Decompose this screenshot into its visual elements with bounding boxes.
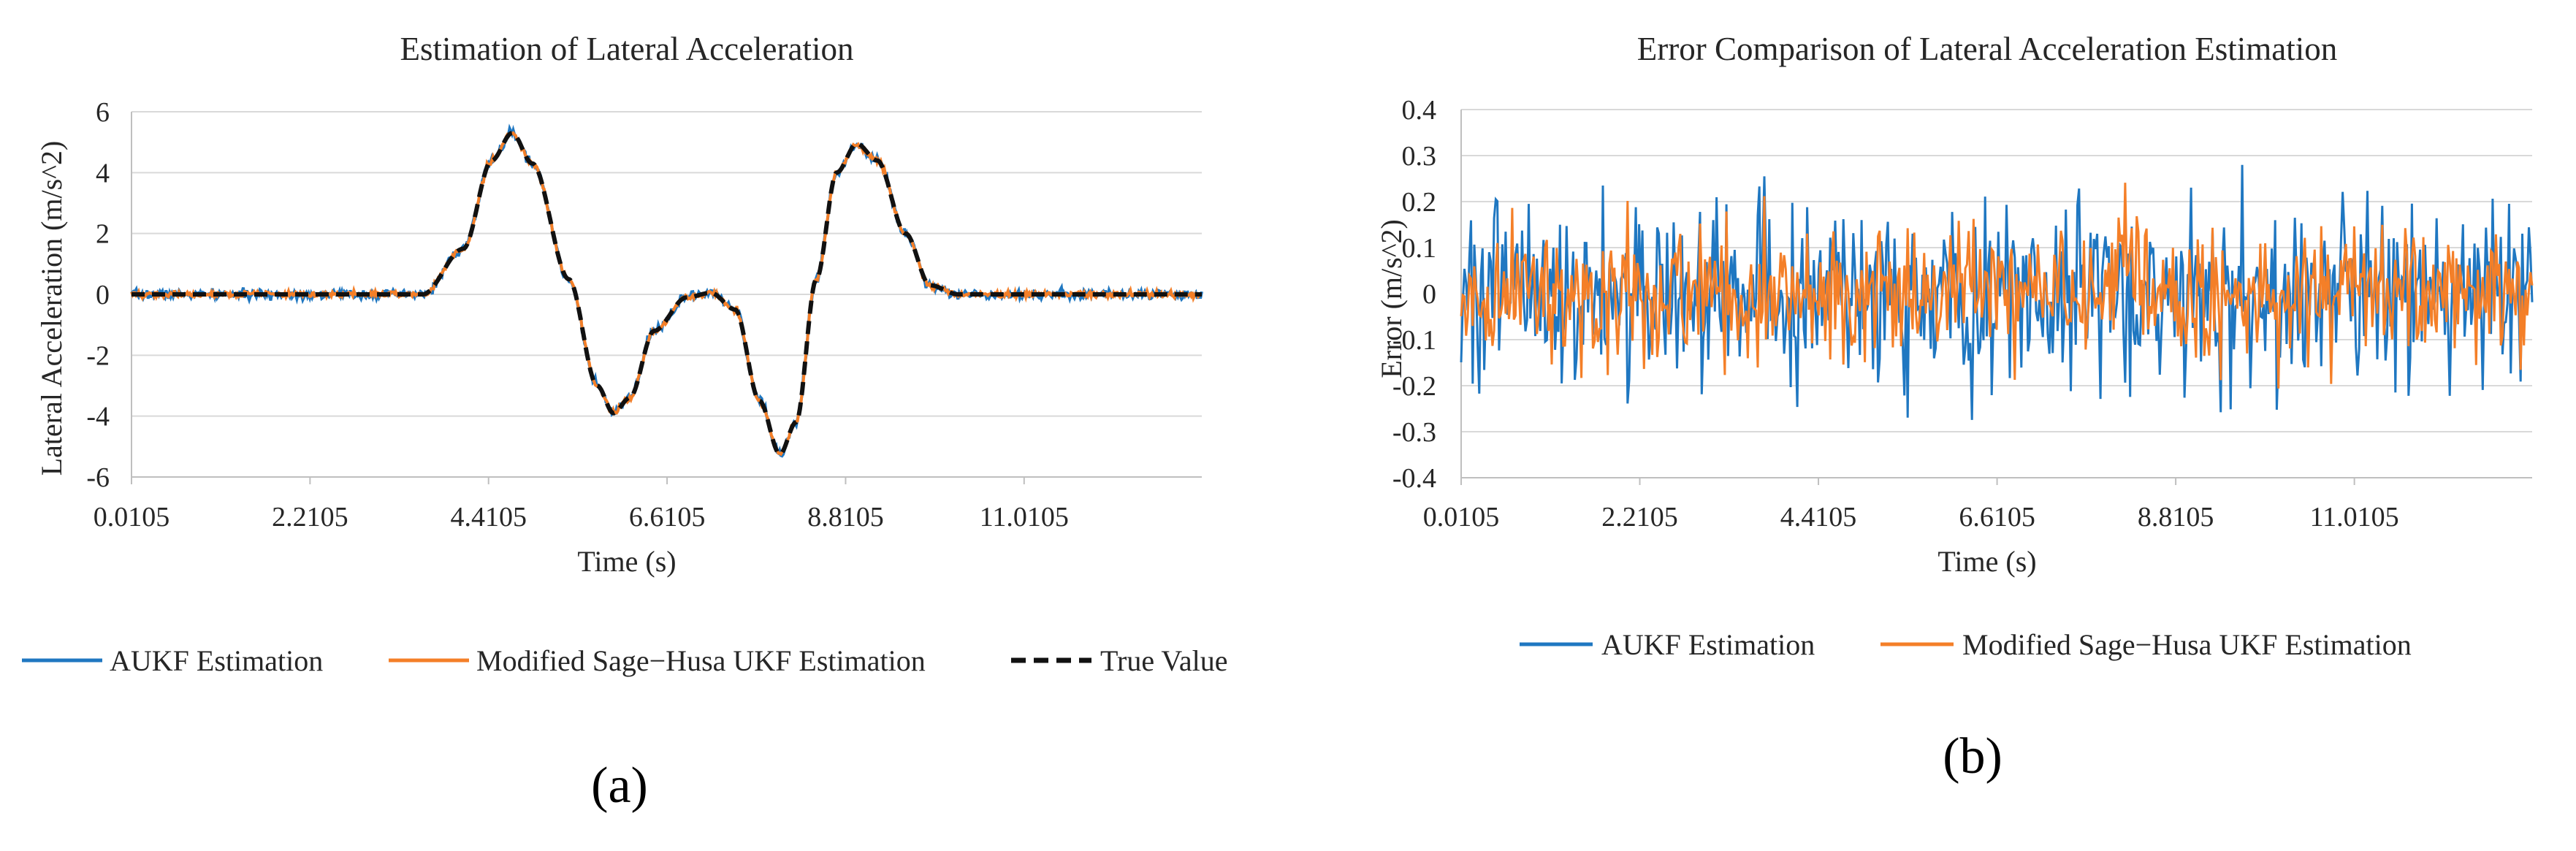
y-tick-label: 0.4 [1402,95,1437,126]
y-tick-label: -4 [86,402,110,432]
chart-b-x-tick-labels: 0.0105 2.2105 4.4105 6.6105 8.8105 11.0105 [1423,502,2399,533]
chart-a-series [130,123,1203,458]
series-true-value-line [132,131,1202,457]
legend-true-label: True Value [1100,644,1227,677]
chart-b-y-axis-label: Error (m/s^2) [1375,219,1408,378]
y-tick-label: -6 [86,462,110,493]
legend-b-aukf-label: AUKF Estimation [1601,628,1815,661]
chart-b-series [1460,164,2534,420]
chart-b: Error Comparison of Lateral Acceleration… [1375,31,2534,785]
chart-a-x-tick-labels: 0.0105 2.2105 4.4105 6.6105 8.8105 11.0105 [94,502,1069,533]
y-tick-label: -0.2 [1392,371,1436,402]
chart-a-y-tick-labels: -6 -4 -2 0 2 4 6 [86,97,110,493]
panel-label-b: (b) [1943,728,2003,785]
chart-b-title: Error Comparison of Lateral Acceleration… [1637,31,2337,67]
x-tick-label: 11.0105 [980,502,1069,533]
y-tick-label: 0 [96,280,110,310]
y-tick-label: 6 [96,97,110,128]
series-sage-husa-error-line [1460,183,2534,389]
y-tick-label: 2 [96,219,110,250]
y-tick-label: -0.1 [1392,325,1436,356]
legend-b-sage-label: Modified Sage−Husa UKF Estimation [1962,628,2412,661]
x-tick-label: 0.0105 [94,502,170,533]
x-tick-label: 8.8105 [2138,502,2214,533]
y-tick-label: -2 [86,340,110,371]
chart-a-legend: AUKF Estimation Modified Sage−Husa UKF E… [22,644,1227,677]
chart-a: Estimation of Lateral Acceleration -6-4-… [22,31,1227,814]
x-tick-label: 0.0105 [1423,502,1500,533]
chart-a-title: Estimation of Lateral Acceleration [400,31,854,67]
y-tick-label: 0 [1422,279,1436,310]
legend-sage-label: Modified Sage−Husa UKF Estimation [476,644,926,677]
x-tick-label: 4.4105 [450,502,527,533]
y-tick-label: 0.1 [1402,233,1437,264]
chart-a-y-axis-label: Lateral Acceleration (m/s^2) [35,141,68,476]
chart-b-y-tick-labels: -0.4 -0.3 -0.2 -0.1 0 0.1 0.2 0.3 0.4 [1392,95,1436,494]
y-tick-label: -0.4 [1392,463,1436,494]
chart-b-x-axis-label: Time (s) [1937,545,2036,578]
y-tick-label: 4 [96,158,110,188]
y-tick-label: 0.3 [1402,141,1437,172]
x-tick-label: 4.4105 [1780,502,1857,533]
x-tick-label: 2.2105 [272,502,348,533]
chart-a-x-axis-label: Time (s) [577,545,676,578]
x-tick-label: 6.6105 [1959,502,2035,533]
x-tick-label: 8.8105 [807,502,884,533]
x-tick-label: 2.2105 [1601,502,1678,533]
chart-b-legend: AUKF Estimation Modified Sage−Husa UKF E… [1520,628,2412,661]
x-tick-label: 11.0105 [2310,502,2399,533]
legend-aukf-label: AUKF Estimation [110,644,323,677]
y-tick-label: 0.2 [1402,187,1437,218]
y-tick-label: -0.3 [1392,417,1436,448]
panel-label-a: (a) [591,757,648,814]
x-tick-label: 6.6105 [629,502,706,533]
